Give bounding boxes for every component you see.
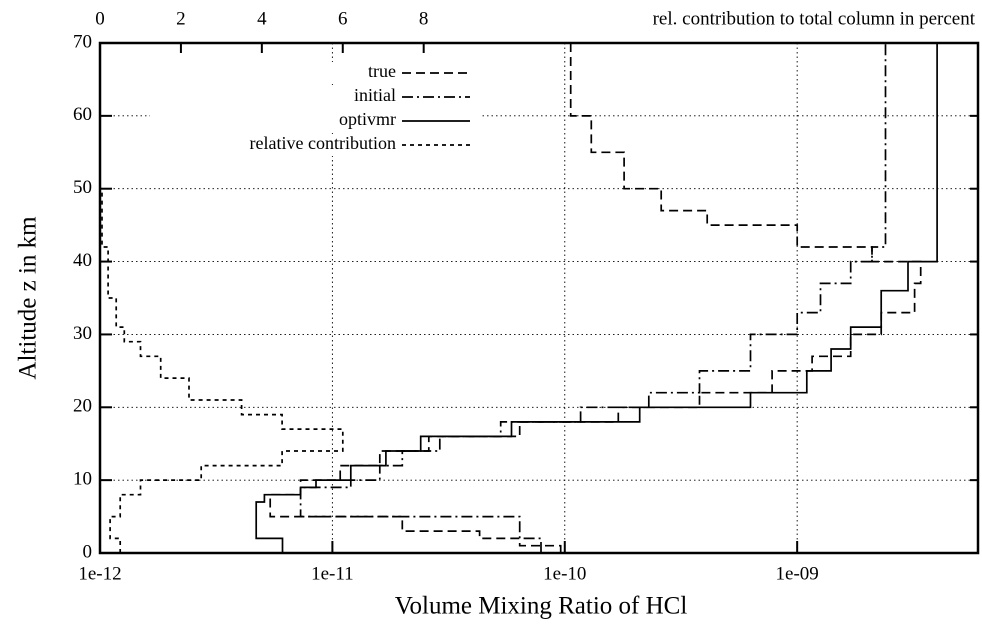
x-tick-label: 1e-11	[311, 563, 354, 584]
x2-axis-title: rel. contribution to total column in per…	[653, 8, 976, 29]
x2-tick-label: 8	[419, 8, 429, 29]
series-line	[255, 43, 938, 553]
y-axis-title: Altitude z in km	[15, 216, 42, 380]
x2-tick-label: 6	[338, 8, 348, 29]
series-line	[99, 43, 344, 553]
legend-bg	[150, 110, 480, 132]
legend-label: true	[368, 61, 396, 81]
y-tick-label: 0	[83, 541, 93, 562]
y-tick-label: 30	[73, 323, 92, 344]
y-tick-label: 40	[73, 250, 92, 271]
y-tick-label: 50	[73, 177, 92, 198]
x-tick-label: 1e-10	[543, 563, 586, 584]
series-line	[269, 43, 922, 553]
legend-label: optivmr	[339, 109, 396, 129]
legend-bg	[150, 134, 480, 156]
legend-label: relative contribution	[250, 133, 396, 153]
x-axis-title: Volume Mixing Ratio of HCl	[395, 593, 688, 620]
x-tick-label: 1e-09	[776, 563, 819, 584]
y-tick-label: 70	[73, 31, 92, 52]
legend-bg	[150, 86, 480, 108]
legend-bg	[150, 62, 480, 84]
x-tick-label: 1e-12	[78, 563, 121, 584]
x2-tick-label: 4	[257, 8, 267, 29]
y-tick-label: 60	[73, 104, 92, 125]
legend-label: initial	[354, 85, 396, 105]
series-line	[299, 43, 887, 553]
x2-tick-label: 0	[95, 8, 105, 29]
plot-frame	[98, 41, 980, 555]
y-tick-label: 20	[73, 396, 92, 417]
x2-tick-label: 2	[176, 8, 186, 29]
y-tick-label: 10	[73, 469, 92, 490]
